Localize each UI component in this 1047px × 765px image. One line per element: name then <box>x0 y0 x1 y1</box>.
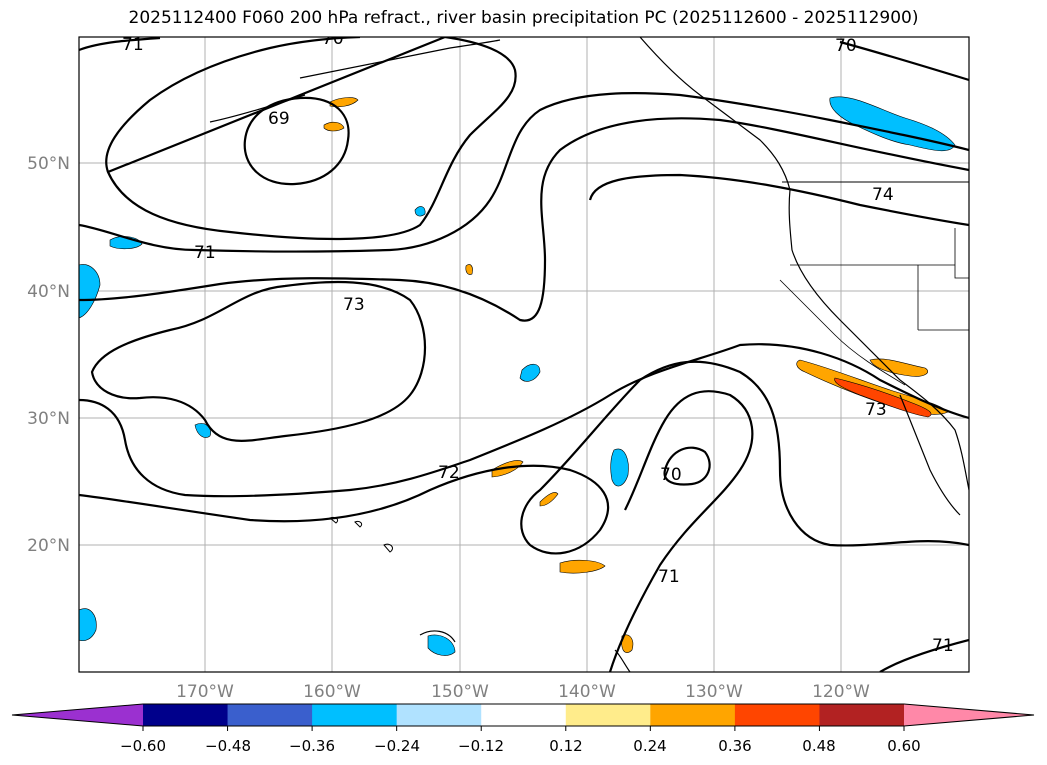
lon-label: 150°W <box>431 682 489 702</box>
colorbar-segment <box>481 704 567 726</box>
contour-71-se <box>879 638 969 672</box>
lat-label: 30°N <box>27 409 70 429</box>
contour-69-loop <box>243 96 350 186</box>
lon-label: 120°W <box>812 682 870 702</box>
refractivity-contours <box>79 37 969 672</box>
precip-blob-socal-north <box>869 358 929 377</box>
colorbar-tick-label: −0.48 <box>205 737 251 755</box>
contour-label: 73 <box>865 400 887 420</box>
lon-label: 140°W <box>558 682 616 702</box>
map-title: 2025112400 F060 200 hPa refract., river … <box>128 8 919 28</box>
contour-73-loop <box>90 280 426 442</box>
contour-label: 70 <box>835 36 857 56</box>
colorbar-segment <box>819 704 905 726</box>
contour-71-south <box>608 390 754 672</box>
contour-label: 70 <box>322 29 344 49</box>
colorbar-tick-label: 0.60 <box>887 737 920 755</box>
contour-70-small <box>663 446 711 486</box>
coastline-baja <box>899 394 961 516</box>
contour-71-top <box>79 37 161 52</box>
lat-label: 50°N <box>27 154 70 174</box>
contour-label: 71 <box>658 567 680 587</box>
contour-label: 71 <box>194 243 216 263</box>
contour-70-loop <box>105 37 517 241</box>
precip-blob-westedge <box>79 264 101 319</box>
contour-label: 69 <box>268 109 290 129</box>
colorbar-tick-label: −0.12 <box>458 737 504 755</box>
contour-72-main <box>79 117 969 322</box>
precip-blob-west2 <box>194 423 211 438</box>
us-state-borders <box>790 228 969 331</box>
contour-labels: 71 70 70 69 71 73 74 73 72 70 71 71 <box>122 29 954 656</box>
colorbar-segment <box>396 704 482 726</box>
contour-label: 73 <box>343 295 365 315</box>
contour-73-south <box>79 343 969 498</box>
colorbar-extend-low <box>12 704 143 726</box>
colorbar: −0.60 −0.48 −0.36 −0.24 −0.12 0.12 0.24 … <box>11 703 1035 755</box>
coastline-north-america <box>639 37 969 491</box>
contour-label: 72 <box>438 463 460 483</box>
contour-74 <box>588 173 969 227</box>
colorbar-tick-label: 0.36 <box>718 737 751 755</box>
colorbar-tick-label: 0.12 <box>549 737 582 755</box>
precip-blob-southeast <box>559 559 606 574</box>
colorbar-segment <box>143 704 229 726</box>
contour-72-south <box>79 360 969 555</box>
precip-blob-south <box>621 634 634 653</box>
colorbar-segment <box>227 704 313 726</box>
lon-label: 170°W <box>176 682 234 702</box>
contour-label: 71 <box>932 636 954 656</box>
precip-blob-central <box>610 448 629 487</box>
colorbar-tick-label: 0.48 <box>802 737 835 755</box>
map-area <box>79 37 969 672</box>
colorbar-segment <box>565 704 651 726</box>
contour-label: 74 <box>872 185 894 205</box>
colorbar-extend-high <box>904 704 1034 726</box>
colorbar-tick-labels: −0.60 −0.48 −0.36 −0.24 −0.12 0.12 0.24 … <box>120 737 921 755</box>
precip-blob-north-central <box>414 206 426 217</box>
map-frame <box>78 36 970 673</box>
precip-blob-hawaii <box>427 634 456 656</box>
colorbar-segment <box>734 704 820 726</box>
latitude-labels: 50°N 40°N 30°N 20°N <box>27 154 70 556</box>
colorbar-segment <box>312 704 398 726</box>
precip-blob-socal-inner <box>834 377 932 418</box>
california-border <box>779 279 906 386</box>
precip-blob-center2 <box>519 363 541 382</box>
precip-blob-small <box>539 492 559 507</box>
lon-label: 160°W <box>303 682 361 702</box>
coastline-hawaii <box>419 630 456 643</box>
colorbar-tick-label: −0.60 <box>120 737 166 755</box>
longitude-labels: 170°W 160°W 150°W 140°W 130°W 120°W <box>176 682 870 702</box>
precip-blob-aleutian2 <box>323 121 345 132</box>
colorbar-tick-label: −0.24 <box>374 737 420 755</box>
precip-field <box>79 96 956 656</box>
precip-blob-dot <box>465 264 473 275</box>
contour-label: 71 <box>122 35 144 55</box>
colorbar-segment <box>650 704 736 726</box>
colorbar-tick-label: −0.36 <box>289 737 335 755</box>
contour-71-main <box>79 92 969 253</box>
lat-label: 40°N <box>27 282 70 302</box>
contour-70-ne <box>839 40 969 82</box>
precip-blob-sw <box>79 608 97 641</box>
lon-label: 130°W <box>685 682 743 702</box>
colorbar-tick-label: 0.24 <box>633 737 666 755</box>
precip-blob-mid <box>491 460 524 478</box>
lat-label: 20°N <box>27 536 70 556</box>
contour-label: 70 <box>660 465 682 485</box>
